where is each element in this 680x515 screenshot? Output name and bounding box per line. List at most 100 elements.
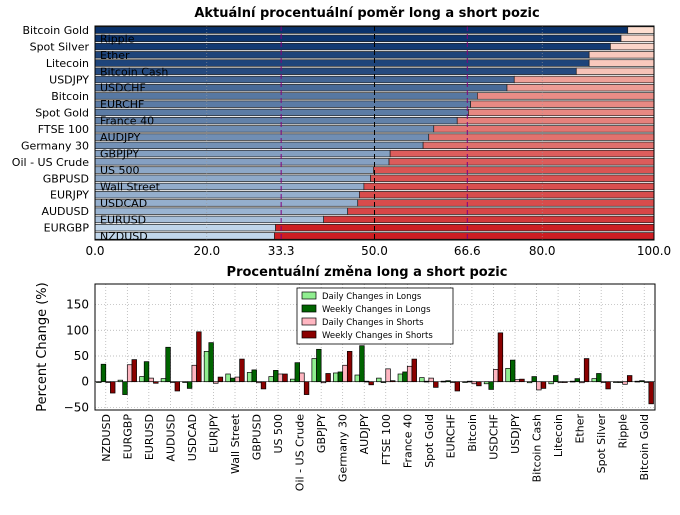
change-bar: [268, 376, 274, 383]
x-category-label: Spot Silver: [595, 414, 608, 474]
y-tick-label: 0: [81, 375, 89, 389]
change-bar: [186, 381, 193, 389]
category-label: US 500: [100, 164, 140, 177]
bottom-y-axis-label: Percent Change (%): [35, 282, 50, 411]
short-bar: [627, 26, 655, 34]
change-bar: [385, 368, 391, 383]
change-bar: [428, 377, 434, 383]
change-bar: [605, 381, 611, 390]
change-bar: [143, 361, 150, 383]
short-bar: [422, 141, 655, 150]
category-label: Spot Gold: [35, 106, 89, 119]
long-bar: [94, 149, 391, 158]
top-chart-title: Aktuální procentuální poměr long a short…: [194, 6, 539, 21]
change-bar: [225, 373, 231, 383]
change-bar: [583, 358, 590, 383]
change-bar: [553, 375, 559, 383]
short-bar: [588, 59, 655, 67]
legend-label: Daily Changes in Shorts: [322, 318, 424, 328]
change-bar: [122, 381, 128, 395]
short-bar: [506, 84, 655, 92]
change-bar: [536, 381, 542, 391]
category-label: Ripple: [100, 32, 135, 45]
short-bar: [620, 34, 655, 43]
category-label: Oil - US Crude: [12, 156, 89, 169]
change-bar: [239, 358, 245, 383]
x-category-label: France 40: [401, 414, 414, 468]
x-category-label: Germany 30: [337, 414, 350, 482]
short-bar: [275, 223, 655, 232]
short-bar: [363, 182, 655, 191]
long-bar: [94, 51, 590, 59]
category-label: EURCHF: [100, 98, 144, 111]
short-bar: [456, 116, 655, 125]
short-bar: [470, 100, 655, 108]
change-bar: [203, 351, 210, 383]
top-chart: Bitcoin Gold Ripple Spot Silver Ether Liteco…: [12, 24, 671, 258]
change-bar: [126, 364, 133, 383]
category-label: GBPJPY: [100, 148, 139, 161]
y-tick-label: 50: [74, 349, 89, 363]
bottom-plot-frame: [94, 283, 656, 411]
x-tick-label: 50.0: [361, 244, 388, 258]
long-bar: [94, 100, 471, 108]
change-bar: [397, 373, 404, 383]
top-plot-frame: [94, 25, 655, 241]
change-bar: [505, 367, 511, 383]
change-bar: [402, 371, 408, 383]
change-bar: [208, 342, 214, 383]
change-bar: [471, 381, 477, 385]
change-bar: [596, 373, 602, 383]
short-bar: [388, 158, 655, 166]
change-bar: [419, 377, 425, 383]
short-bar: [370, 174, 655, 182]
category-label: NZDUSD: [100, 230, 148, 243]
category-label: USDJPY: [49, 74, 89, 87]
change-bar: [626, 375, 633, 383]
short-bar: [513, 75, 655, 84]
short-bar: [347, 207, 655, 215]
short-bar: [274, 232, 655, 240]
change-bar: [191, 364, 197, 383]
long-bar: [94, 42, 611, 51]
legend-swatch: [301, 317, 317, 326]
long-bar: [94, 26, 629, 34]
change-bar: [289, 378, 296, 383]
change-bar: [277, 373, 284, 383]
category-label: EURJPY: [50, 189, 89, 202]
x-category-label: Oil - US Crude: [294, 414, 307, 491]
legend-swatch: [301, 304, 317, 313]
change-bar: [217, 376, 224, 383]
change-bar: [160, 378, 167, 383]
change-bar: [230, 377, 236, 383]
change-bar: [282, 373, 288, 383]
long-bar: [94, 141, 424, 150]
change-bar: [476, 381, 482, 387]
change-bar: [359, 345, 365, 383]
short-bar: [323, 215, 655, 224]
category-label: Spot Silver: [30, 41, 90, 54]
category-label: EURUSD: [100, 213, 146, 226]
short-bar: [468, 108, 655, 117]
change-bar: [196, 331, 202, 383]
short-bar: [477, 92, 655, 100]
x-tick-label: 66.6: [454, 244, 481, 258]
change-bar: [260, 381, 267, 390]
x-category-label: NZDUSD: [100, 414, 113, 462]
change-bar: [540, 381, 547, 389]
category-label: Bitcoin Gold: [22, 24, 89, 37]
x-category-label: Ether: [574, 414, 587, 444]
x-category-label: USDCAD: [186, 414, 199, 461]
change-bar: [493, 369, 499, 383]
change-bar: [548, 381, 554, 385]
change-bar: [411, 358, 417, 383]
change-bar: [100, 363, 107, 383]
change-bar: [433, 381, 439, 388]
change-bar: [454, 381, 461, 392]
x-category-label: Ripple: [617, 414, 630, 449]
short-bar: [357, 199, 655, 207]
x-category-label: Litecoin: [552, 414, 565, 457]
change-bar: [325, 373, 331, 383]
short-bar: [428, 133, 655, 141]
category-label: FTSE 100: [38, 123, 89, 136]
